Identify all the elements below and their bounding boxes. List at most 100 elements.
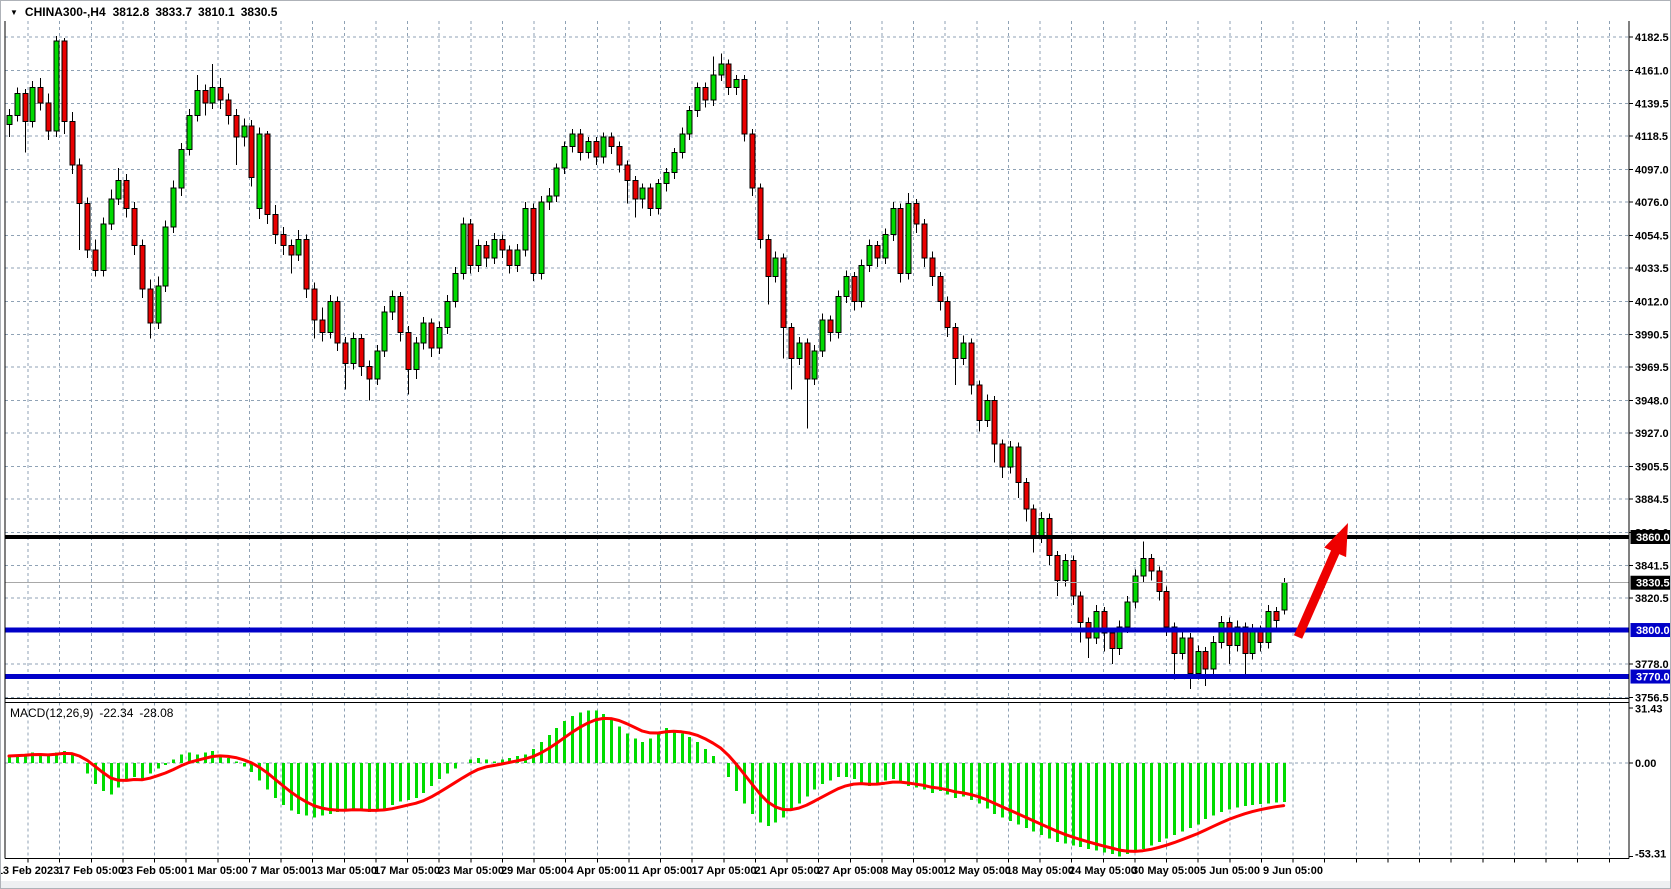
bear-candle [1273, 610, 1280, 622]
bull-candle [1281, 582, 1288, 611]
bear-candle [272, 214, 279, 236]
bear-candle [334, 300, 341, 344]
bear-candle [725, 63, 732, 88]
bull-candle [819, 319, 826, 352]
bull-candle [381, 311, 388, 352]
bear-candle [1109, 632, 1116, 650]
price-tick-label: 4012.0 [1635, 296, 1669, 308]
bull-candle [811, 350, 818, 380]
price-tick-label: 4182.5 [1635, 32, 1669, 44]
bull-candle [6, 114, 13, 126]
bear-candle [217, 86, 224, 101]
bull-candle [452, 272, 459, 302]
bear-candle [921, 223, 928, 259]
bull-candle [600, 136, 607, 158]
bull-candle [1124, 601, 1131, 628]
bull-candle [1132, 575, 1139, 603]
candles-layer [6, 36, 1288, 689]
bear-candle [874, 245, 881, 259]
symbol-dropdown-icon[interactable]: ▼ [10, 7, 18, 17]
buy-signal-arrow[interactable] [1293, 523, 1348, 639]
bull-candle [327, 300, 334, 333]
bear-candle [123, 179, 130, 209]
bear-candle [608, 136, 615, 147]
bear-candle [804, 342, 811, 380]
panel-frame [4, 21, 1630, 859]
price-badge-label: 3830.5 [1636, 578, 1670, 590]
bull-candle [663, 172, 670, 185]
bear-candle [342, 342, 349, 364]
time-tick-label: 29 Mar 05:00 [501, 865, 567, 877]
bear-candle [765, 238, 772, 278]
bear-candle [319, 319, 326, 333]
price-tick-label: 3990.5 [1635, 330, 1669, 342]
bear-candle [366, 365, 373, 380]
bear-candle [593, 141, 600, 158]
bear-candle [61, 40, 68, 122]
bull-candle [460, 223, 467, 274]
bear-candle [1015, 446, 1022, 484]
bear-candle [248, 125, 255, 178]
bear-candle [1101, 610, 1108, 634]
bull-candle [350, 338, 357, 364]
bear-candle [131, 207, 138, 247]
bear-candle [506, 249, 513, 267]
bear-candle [937, 276, 944, 302]
bear-candle [147, 288, 154, 324]
bear-candle [397, 296, 404, 333]
bull-candle [639, 187, 646, 200]
window-bottom-edge [1, 881, 1670, 888]
price-badge [1630, 530, 1670, 544]
macd-name: MACD(12,26,9) [10, 706, 94, 720]
bear-candle [405, 331, 412, 371]
bull-candle [796, 342, 803, 360]
bear-candle [1077, 595, 1084, 623]
time-tick-label: 17 Mar 05:00 [374, 865, 440, 877]
bear-candle [76, 164, 83, 205]
bear-candle [1054, 555, 1061, 581]
bear-candle [1226, 621, 1233, 647]
bull-candle [514, 249, 521, 267]
bear-candle [264, 133, 271, 216]
macd-tick-label: 0.00 [1635, 758, 1656, 770]
bear-candle [632, 179, 639, 200]
time-tick-label: 17 Feb 05:00 [58, 865, 124, 877]
price-tick-label: 3948.0 [1635, 396, 1669, 408]
bear-candle [1148, 558, 1155, 572]
price-tick-label: 4139.5 [1635, 99, 1669, 111]
time-tick-label: 5 Jun 05:00 [1200, 865, 1260, 877]
bull-candle [694, 86, 701, 112]
time-tick-label: 8 May 05:00 [882, 865, 944, 877]
time-tick-label: 11 Apr 05:00 [628, 865, 692, 877]
macd-indicator-label: MACD(12,26,9) -22.34 -28.08 [10, 706, 173, 720]
bear-candle [647, 187, 654, 209]
bear-candle [467, 223, 474, 267]
time-tick-label: 24 May 05:00 [1069, 865, 1137, 877]
price-badge [1630, 575, 1670, 590]
bear-candle [827, 319, 834, 333]
bull-candle [178, 148, 185, 189]
bull-candle [710, 74, 717, 101]
bear-candle [1171, 626, 1178, 654]
bear-candle [84, 203, 91, 251]
time-tick-label: 27 Apr 05:00 [817, 865, 882, 877]
bear-candle [1202, 651, 1209, 670]
time-tick-label: 21 Apr 05:00 [754, 865, 819, 877]
price-tick-label: 4033.5 [1635, 263, 1669, 275]
price-tick-label: 4161.0 [1635, 65, 1669, 77]
symbol-period-label: CHINA300-,H4 [24, 5, 106, 19]
bear-candle [358, 338, 365, 367]
macd-tick-label: 31.43 [1635, 704, 1663, 716]
time-tick-label: 30 May 05:00 [1132, 865, 1200, 877]
bull-candle [241, 125, 248, 138]
bull-candle [1265, 610, 1272, 643]
bull-candle [843, 276, 850, 298]
hlines-layer[interactable] [5, 535, 1629, 680]
bear-candle [780, 257, 787, 329]
price-tick-label: 3778.0 [1635, 659, 1669, 671]
bull-candle [905, 203, 912, 274]
bull-candle [389, 296, 396, 313]
bull-candle [1038, 517, 1045, 538]
